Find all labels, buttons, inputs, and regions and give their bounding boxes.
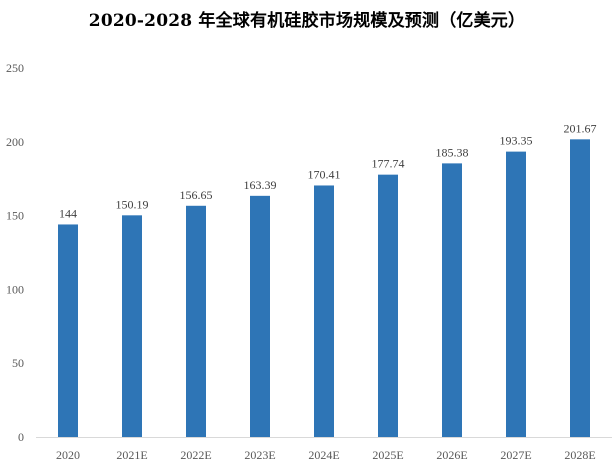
bar xyxy=(58,224,78,437)
bar xyxy=(250,195,270,437)
bar xyxy=(506,151,526,437)
x-tick-label: 2027E xyxy=(500,448,531,462)
x-tick-label: 2024E xyxy=(308,448,339,462)
data-label: 163.39 xyxy=(244,178,277,192)
data-label: 156.65 xyxy=(180,188,213,202)
bar xyxy=(570,139,590,437)
bar xyxy=(314,185,334,437)
x-tick-label: 2025E xyxy=(372,448,403,462)
y-tick-label: 150 xyxy=(6,209,24,223)
y-tick-label: 0 xyxy=(18,430,24,444)
y-tick-label: 250 xyxy=(6,61,24,75)
data-label: 185.38 xyxy=(436,145,469,159)
x-axis-ticks: 2020 2021E 2022E 2023E 2024E 2025E 2026E 2027E 2… xyxy=(56,448,596,462)
x-tick-label: 2023E xyxy=(244,448,275,462)
x-tick-label: 2028E xyxy=(564,448,595,462)
data-label: 177.74 xyxy=(372,157,405,171)
data-labels: 144 150.19 156.65 163.39 170.41 177.74 185.38 1… xyxy=(59,121,597,220)
x-tick-label: 2021E xyxy=(116,448,147,462)
data-label: 144 xyxy=(59,206,77,220)
chart-title: 2020-2028 年全球有机硅胶市场规模及预测（亿美元） xyxy=(88,11,526,31)
x-tick-label: 2020 xyxy=(56,448,80,462)
x-tick-label: 2026E xyxy=(436,448,467,462)
bar xyxy=(442,163,462,437)
data-label: 193.35 xyxy=(500,134,533,148)
data-label: 150.19 xyxy=(116,197,149,211)
x-tick-label: 2022E xyxy=(180,448,211,462)
bars xyxy=(58,139,590,437)
bar xyxy=(186,205,206,437)
y-axis-ticks: 0 50 100 150 200 250 xyxy=(6,61,24,444)
bar xyxy=(122,215,142,437)
y-tick-label: 100 xyxy=(6,282,24,296)
data-label: 170.41 xyxy=(308,167,341,181)
y-tick-label: 200 xyxy=(6,135,24,149)
y-tick-label: 50 xyxy=(12,356,24,370)
data-label: 201.67 xyxy=(564,121,597,135)
bar xyxy=(378,174,398,437)
